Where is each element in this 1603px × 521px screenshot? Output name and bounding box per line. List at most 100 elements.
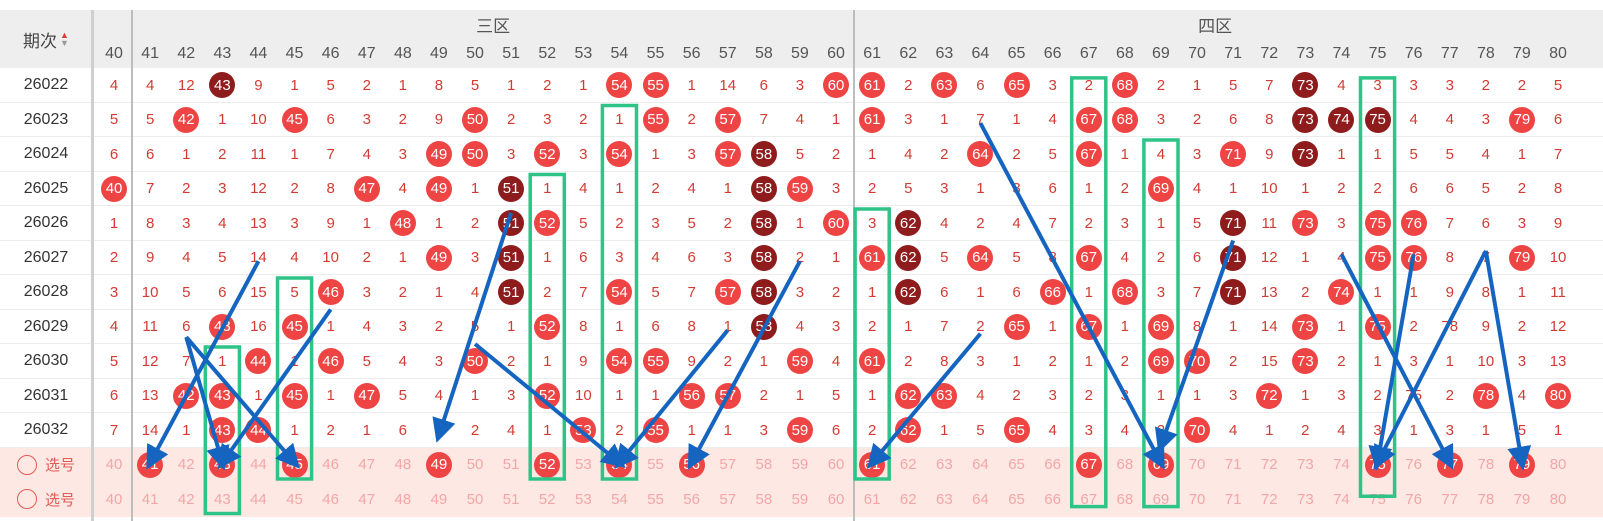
- radio-circle-icon[interactable]: [16, 489, 37, 510]
- column-header[interactable]: 60: [827, 44, 845, 62]
- select-number-cell[interactable]: 53: [575, 456, 592, 474]
- column-header[interactable]: 69: [1152, 44, 1170, 62]
- column-header[interactable]: 73: [1296, 44, 1315, 62]
- selected-ball[interactable]: 54: [606, 451, 633, 478]
- select-number-cell[interactable]: 41: [132, 448, 168, 483]
- select-number-cell[interactable]: 43: [204, 448, 240, 483]
- select-number-cell[interactable]: 40: [105, 490, 123, 508]
- column-header[interactable]: 44: [249, 44, 268, 62]
- select-number-cell[interactable]: 78: [1477, 490, 1495, 508]
- selected-ball[interactable]: 79: [1508, 451, 1535, 478]
- sort-updown-icon[interactable]: ▲ ▼: [60, 30, 69, 48]
- column-header[interactable]: 43: [213, 44, 232, 62]
- select-number-cell[interactable]: 73: [1297, 490, 1314, 508]
- column-header[interactable]: 42: [177, 44, 196, 62]
- column-header[interactable]: 56: [682, 44, 701, 62]
- select-number-cell[interactable]: 52: [538, 490, 556, 508]
- select-number-cell[interactable]: 76: [1405, 490, 1422, 508]
- select-number-cell[interactable]: 43: [214, 490, 231, 508]
- column-header[interactable]: 51: [502, 44, 521, 62]
- select-number-cell[interactable]: 68: [1116, 490, 1134, 508]
- select-number-cell[interactable]: 45: [277, 448, 313, 483]
- select-number-cell[interactable]: 61: [854, 448, 890, 483]
- select-number-cell[interactable]: 74: [1333, 456, 1350, 474]
- column-header[interactable]: 67: [1079, 44, 1098, 62]
- select-number-cell[interactable]: 44: [250, 490, 267, 508]
- select-number-cell[interactable]: 59: [791, 456, 809, 474]
- period-header[interactable]: 期次 ▲ ▼: [0, 10, 92, 68]
- select-number-cell[interactable]: 73: [1297, 456, 1314, 474]
- selected-ball[interactable]: 75: [1364, 451, 1391, 478]
- select-number-cell[interactable]: 77: [1441, 490, 1459, 508]
- select-number-cell[interactable]: 63: [936, 490, 953, 508]
- select-row-toggle[interactable]: 选号: [0, 482, 92, 517]
- select-number-cell[interactable]: 67: [1071, 448, 1107, 483]
- column-header[interactable]: 41: [141, 44, 160, 62]
- column-header[interactable]: 80: [1549, 44, 1567, 62]
- select-number-cell[interactable]: 62: [899, 490, 917, 508]
- select-number-cell[interactable]: 55: [647, 456, 664, 474]
- selected-ball[interactable]: 43: [209, 451, 236, 478]
- select-number-cell[interactable]: 72: [1260, 456, 1278, 474]
- select-number-cell[interactable]: 40: [105, 456, 123, 474]
- selected-ball[interactable]: 56: [678, 451, 705, 478]
- select-number-cell[interactable]: 49: [430, 490, 448, 508]
- select-number-cell[interactable]: 67: [1080, 490, 1098, 508]
- column-header[interactable]: 45: [285, 44, 304, 62]
- select-number-cell[interactable]: 60: [827, 490, 845, 508]
- column-header[interactable]: 58: [754, 44, 773, 62]
- select-number-cell[interactable]: 45: [286, 490, 303, 508]
- column-header[interactable]: 77: [1440, 44, 1459, 62]
- select-number-cell[interactable]: 50: [466, 490, 484, 508]
- select-number-cell[interactable]: 46: [322, 456, 339, 474]
- select-number-cell[interactable]: 61: [863, 490, 881, 508]
- column-header[interactable]: 57: [718, 44, 737, 62]
- selected-ball[interactable]: 49: [425, 451, 452, 478]
- select-number-cell[interactable]: 74: [1333, 490, 1350, 508]
- column-header[interactable]: 70: [1188, 44, 1206, 62]
- select-number-cell[interactable]: 44: [250, 456, 267, 474]
- select-number-cell[interactable]: 77: [1432, 448, 1468, 483]
- column-header[interactable]: 54: [610, 44, 629, 62]
- select-number-cell[interactable]: 76: [1405, 456, 1422, 474]
- select-number-cell[interactable]: 60: [827, 456, 845, 474]
- select-number-cell[interactable]: 75: [1369, 490, 1386, 508]
- select-number-cell[interactable]: 48: [394, 490, 412, 508]
- selected-ball[interactable]: 67: [1075, 451, 1102, 478]
- select-number-cell[interactable]: 63: [936, 456, 953, 474]
- column-header[interactable]: 52: [538, 44, 557, 62]
- selected-ball[interactable]: 69: [1147, 451, 1174, 478]
- column-header[interactable]: 50: [466, 44, 484, 62]
- select-number-cell[interactable]: 71: [1224, 456, 1242, 474]
- select-number-cell[interactable]: 51: [502, 456, 520, 474]
- select-number-cell[interactable]: 68: [1116, 456, 1134, 474]
- column-header[interactable]: 79: [1513, 44, 1531, 62]
- select-number-cell[interactable]: 50: [466, 456, 484, 474]
- column-header[interactable]: 72: [1260, 44, 1279, 62]
- column-header[interactable]: 68: [1115, 44, 1134, 62]
- select-number-cell[interactable]: 58: [755, 490, 773, 508]
- selected-ball[interactable]: 41: [137, 451, 164, 478]
- select-number-cell[interactable]: 64: [972, 456, 989, 474]
- selected-ball[interactable]: 52: [534, 451, 561, 478]
- select-number-cell[interactable]: 55: [647, 490, 664, 508]
- select-number-cell[interactable]: 66: [1044, 490, 1061, 508]
- select-number-cell[interactable]: 56: [683, 490, 700, 508]
- select-number-cell[interactable]: 80: [1549, 456, 1567, 474]
- column-header[interactable]: 59: [791, 44, 809, 62]
- select-number-cell[interactable]: 47: [358, 490, 376, 508]
- select-number-cell[interactable]: 78: [1477, 456, 1495, 474]
- select-number-cell[interactable]: 51: [502, 490, 520, 508]
- column-header[interactable]: 76: [1404, 44, 1423, 62]
- select-number-cell[interactable]: 57: [719, 456, 737, 474]
- select-number-cell[interactable]: 54: [601, 448, 637, 483]
- select-number-cell[interactable]: 75: [1360, 448, 1396, 483]
- selected-ball[interactable]: 77: [1436, 451, 1463, 478]
- select-number-cell[interactable]: 72: [1260, 490, 1278, 508]
- select-number-cell[interactable]: 66: [1044, 456, 1061, 474]
- select-number-cell[interactable]: 65: [1008, 490, 1025, 508]
- select-number-cell[interactable]: 80: [1549, 490, 1567, 508]
- radio-circle-icon[interactable]: [16, 454, 37, 475]
- select-number-cell[interactable]: 65: [1008, 456, 1025, 474]
- column-header[interactable]: 64: [971, 44, 990, 62]
